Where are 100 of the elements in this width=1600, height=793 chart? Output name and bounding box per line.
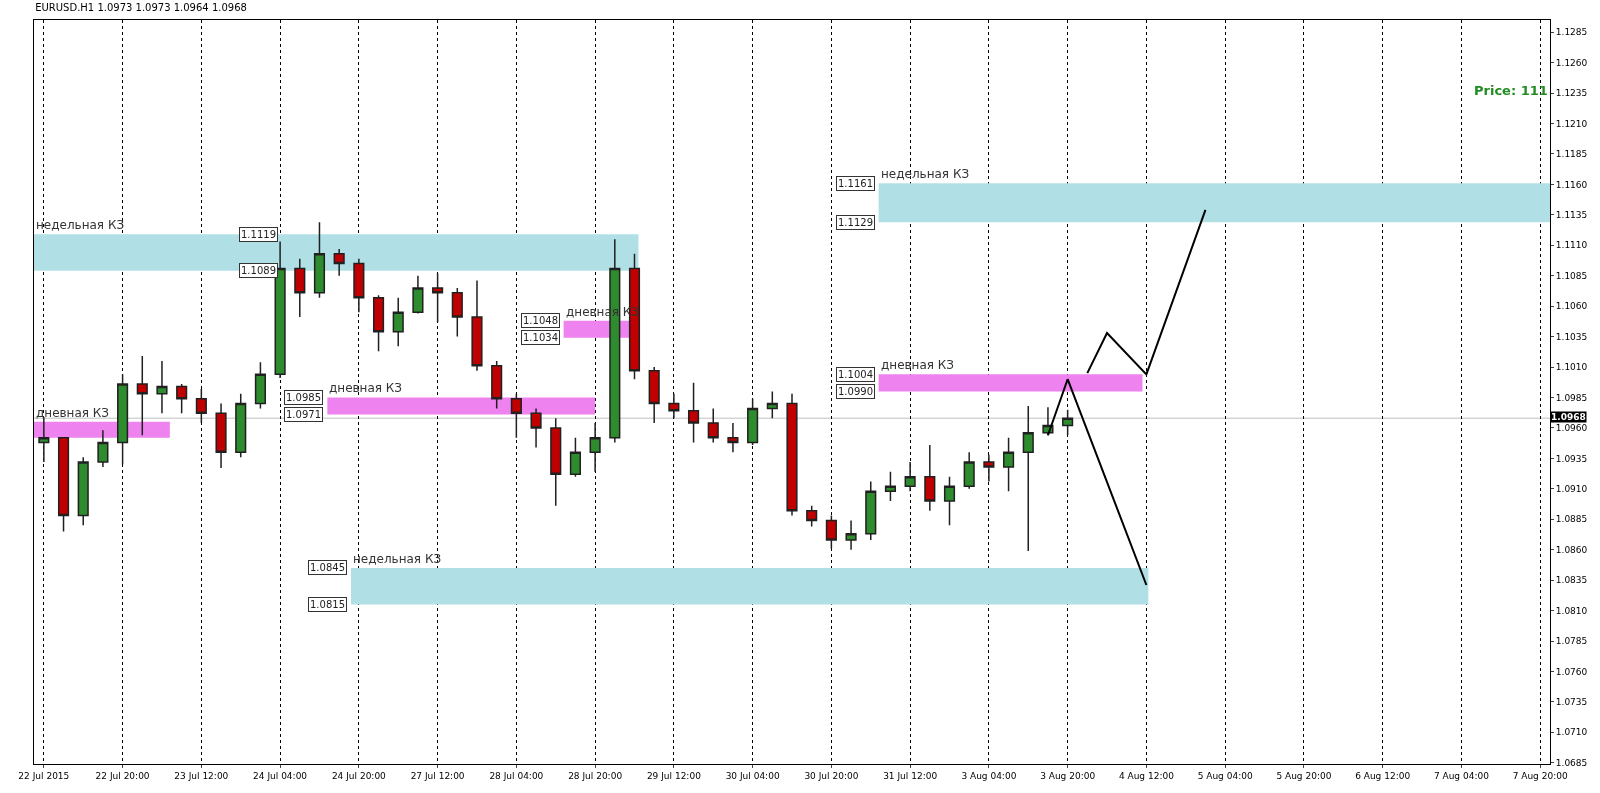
candlestick <box>77 456 89 527</box>
annotation: Price: 111 <box>1474 83 1548 98</box>
y-tick-label: 1.1210 <box>1555 118 1588 129</box>
y-tick-label: 1.0710 <box>1555 727 1588 738</box>
candlestick <box>943 475 956 527</box>
annotation: 1.0845 <box>310 562 345 573</box>
x-tick-label: 31 Jul 12:00 <box>883 770 938 781</box>
y-tick-label: 1.0960 <box>1555 423 1588 434</box>
candlestick <box>569 436 581 478</box>
candlestick <box>432 272 444 323</box>
y-tick-label: 1.0860 <box>1555 544 1588 555</box>
y-tick-label: 1.0810 <box>1555 605 1588 616</box>
candlestick <box>1062 408 1074 436</box>
candlestick <box>471 279 483 372</box>
x-tick-label: 23 Jul 12:00 <box>174 770 229 781</box>
y-tick-label: 1.0985 <box>1555 392 1588 403</box>
y-tick-label: 1.0910 <box>1555 483 1588 494</box>
y-tick-label: 1.1085 <box>1555 270 1588 281</box>
candlestick <box>57 436 70 533</box>
candlestick <box>313 221 326 299</box>
x-tick-label: 28 Jul 04:00 <box>489 770 544 781</box>
ref-line-label: 1.0968 <box>1551 412 1586 422</box>
x-tick-label: 27 Jul 12:00 <box>410 770 465 781</box>
annotation: 1.1119 <box>241 229 276 240</box>
candlestick <box>865 480 877 541</box>
candlestick <box>215 402 227 469</box>
annotation: 1.1048 <box>523 315 558 326</box>
band-label: недельная КЗ <box>353 552 442 566</box>
y-tick-label: 1.1110 <box>1555 240 1588 251</box>
candlestick <box>530 407 542 449</box>
candlestick <box>156 360 168 415</box>
x-tick-label: 30 Jul 20:00 <box>804 770 859 781</box>
annotation: 1.1004 <box>838 369 873 380</box>
x-tick-label: 29 Jul 12:00 <box>646 770 702 781</box>
band-label: недельная КЗ <box>36 218 125 232</box>
y-tick-label: 1.0935 <box>1555 453 1588 464</box>
y-tick-label: 1.0685 <box>1555 757 1588 768</box>
y-tick-label: 1.0885 <box>1555 514 1588 525</box>
x-tick-label: 22 Jul 2015 <box>18 770 70 781</box>
band-label: дневная КЗ <box>881 358 955 372</box>
x-tick-label: 7 Aug 04:00 <box>1433 770 1490 781</box>
x-tick-label: 3 Aug 04:00 <box>961 770 1017 781</box>
x-tick-label: 24 Jul 04:00 <box>253 770 308 781</box>
annotation: 1.0985 <box>286 392 321 403</box>
y-tick-label: 1.1035 <box>1555 331 1588 342</box>
band-label: недельная КЗ <box>881 167 970 181</box>
band-label: дневная КЗ <box>36 406 110 420</box>
y-tick-label: 1.1060 <box>1555 301 1588 312</box>
x-tick-label: 4 Aug 12:00 <box>1118 770 1175 781</box>
candlestick <box>117 373 129 466</box>
x-tick-label: 7 Aug 20:00 <box>1512 770 1568 781</box>
candlestick <box>963 451 975 490</box>
candlestick <box>294 257 306 318</box>
candlestick <box>806 505 818 528</box>
chart-title: EURUSD.H1 1.0973 1.0973 1.0964 1.0968 <box>35 1 247 13</box>
annotation: 1.0990 <box>838 386 873 397</box>
candlestick <box>176 383 188 415</box>
y-tick-label: 1.1135 <box>1555 209 1588 220</box>
candlestick <box>786 393 798 517</box>
annotation: 1.0971 <box>286 409 321 420</box>
candlestick <box>845 519 857 551</box>
band-label: дневная КЗ <box>329 381 403 395</box>
candlestick <box>1022 405 1034 552</box>
candlestick <box>412 274 424 315</box>
annotation: 1.1129 <box>838 217 873 228</box>
candlestick <box>274 240 286 379</box>
y-tick-label: 1.1185 <box>1555 149 1588 160</box>
y-tick-label: 1.0785 <box>1555 636 1588 647</box>
candlestick <box>884 471 897 502</box>
x-tick-label: 22 Jul 20:00 <box>95 770 150 781</box>
x-tick-label: 6 Aug 12:00 <box>1355 770 1411 781</box>
annotation: 1.1089 <box>241 265 276 276</box>
candlestick <box>924 444 936 512</box>
y-tick-label: 1.1235 <box>1555 88 1588 99</box>
candlestick <box>825 514 837 550</box>
candlestick <box>372 294 385 352</box>
candlestick <box>983 453 995 483</box>
candlestick <box>97 429 109 468</box>
candlestick <box>589 422 601 473</box>
candlestick <box>707 407 719 444</box>
candlestick <box>1003 436 1015 492</box>
candlestick <box>392 296 404 348</box>
candlestick <box>451 287 463 338</box>
x-tick-label: 28 Jul 20:00 <box>568 770 623 781</box>
x-tick-label: 5 Aug 20:00 <box>1276 770 1332 781</box>
y-tick-label: 1.1160 <box>1555 179 1588 190</box>
y-tick-label: 1.0760 <box>1555 666 1588 677</box>
candlestick <box>333 248 345 277</box>
candlestick <box>136 355 148 436</box>
candlestick <box>510 393 522 439</box>
candlestick <box>687 382 700 444</box>
candlestick <box>766 390 778 419</box>
candlestick <box>668 393 680 419</box>
candlestick <box>491 360 503 410</box>
candlestick <box>353 257 365 313</box>
annotation: 1.1034 <box>523 332 558 343</box>
annotation: 1.1161 <box>838 178 873 189</box>
candlestick <box>254 361 266 410</box>
y-tick-label: 1.0835 <box>1555 575 1588 586</box>
x-tick-label: 5 Aug 04:00 <box>1197 770 1253 781</box>
